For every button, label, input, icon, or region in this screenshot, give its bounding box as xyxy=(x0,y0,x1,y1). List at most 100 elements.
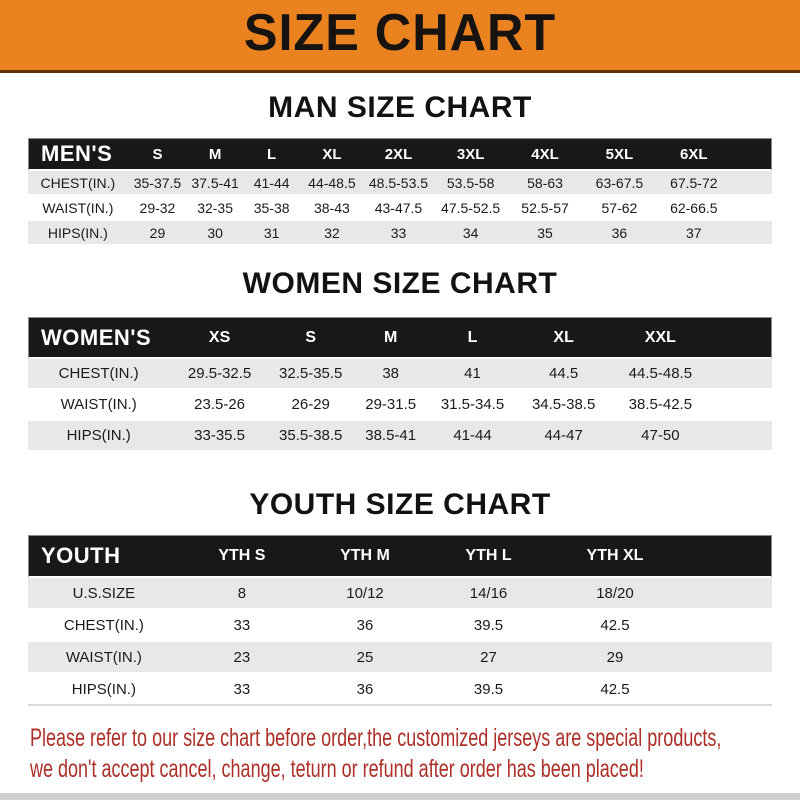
men-size-section: MAN SIZE CHART MEN'S S M L XL 2XL 3XL 4XL 5XL 6XL… xyxy=(0,91,800,246)
table-title-cell: YOUTH xyxy=(28,535,180,578)
filler-cell xyxy=(678,535,772,578)
women-size-table: WOMEN'S XS S M L XL XXL CHEST(IN.) 29.5-32.5 32.5… xyxy=(28,317,772,452)
size-chart-banner: SIZE CHART xyxy=(0,0,800,73)
size-value-cell: 33 xyxy=(363,221,434,246)
men-chart-heading: MAN SIZE CHART xyxy=(268,91,532,124)
table-header-row: MEN'S S M L XL 2XL 3XL 4XL 5XL 6XL xyxy=(28,138,772,171)
row-label: CHEST(IN.) xyxy=(28,171,128,196)
row-label: WAIST(IN.) xyxy=(28,642,180,674)
size-value-cell: 37.5-41 xyxy=(187,171,243,196)
size-value-cell: 32.5-35.5 xyxy=(269,359,352,390)
row-label: U.S.SIZE xyxy=(28,578,180,610)
filler-cell xyxy=(678,610,772,642)
row-label: CHEST(IN.) xyxy=(28,359,170,390)
size-value-cell: 33 xyxy=(179,674,304,706)
size-value-cell: 31 xyxy=(243,221,301,246)
size-value-cell: 37 xyxy=(656,221,731,246)
size-value-cell: 29.5-32.5 xyxy=(169,359,270,390)
filler-cell xyxy=(708,390,772,421)
size-value-cell: 39.5 xyxy=(426,610,551,642)
column-header: XL xyxy=(515,317,612,359)
size-value-cell: 23 xyxy=(179,642,304,674)
row-label: WAIST(IN.) xyxy=(28,196,128,221)
table-title-cell: MEN'S xyxy=(28,138,128,171)
size-value-cell: 25 xyxy=(304,642,427,674)
size-value-cell: 14/16 xyxy=(426,578,551,610)
size-value-cell: 36 xyxy=(304,674,427,706)
column-header: YTH XL xyxy=(551,535,679,578)
size-value-cell: 42.5 xyxy=(551,610,679,642)
column-header: YTH S xyxy=(179,535,304,578)
banner-title: SIZE CHART xyxy=(243,4,557,62)
row-label: HIPS(IN.) xyxy=(28,221,128,246)
table-row: HIPS(IN.) 33 36 39.5 42.5 xyxy=(28,674,772,706)
column-header: XXL xyxy=(612,317,709,359)
size-value-cell: 23.5-26 xyxy=(169,390,270,421)
women-chart-heading: WOMEN SIZE CHART xyxy=(242,267,558,300)
size-value-cell: 30 xyxy=(187,221,243,246)
men-size-table: MEN'S S M L XL 2XL 3XL 4XL 5XL 6XL CHEST(IN.) 35-37… xyxy=(28,138,772,246)
column-header: M xyxy=(187,138,243,171)
size-value-cell: 33-35.5 xyxy=(169,421,270,452)
size-value-cell: 43-47.5 xyxy=(363,196,434,221)
youth-chart-heading: YOUTH SIZE CHART xyxy=(249,488,551,521)
row-label: CHEST(IN.) xyxy=(28,610,180,642)
filler-cell xyxy=(708,317,772,359)
bottom-divider xyxy=(0,793,800,800)
size-value-cell: 10/12 xyxy=(304,578,427,610)
filler-cell xyxy=(731,196,772,221)
filler-cell xyxy=(678,642,772,674)
column-header: S xyxy=(127,138,188,171)
size-value-cell: 29 xyxy=(551,642,679,674)
size-value-cell: 35-37.5 xyxy=(127,171,188,196)
column-header: 6XL xyxy=(656,138,731,171)
size-value-cell: 44-48.5 xyxy=(300,171,364,196)
size-value-cell: 41-44 xyxy=(429,421,516,452)
size-value-cell: 44-47 xyxy=(515,421,612,452)
table-header-row: WOMEN'S XS S M L XL XXL xyxy=(28,317,772,359)
size-value-cell: 34.5-38.5 xyxy=(515,390,612,421)
size-value-cell: 53.5-58 xyxy=(433,171,508,196)
column-header: YTH M xyxy=(304,535,427,578)
size-value-cell: 63-67.5 xyxy=(582,171,657,196)
size-value-cell: 35-38 xyxy=(243,196,301,221)
size-value-cell: 18/20 xyxy=(551,578,679,610)
row-label: WAIST(IN.) xyxy=(28,390,170,421)
youth-size-table: YOUTH YTH S YTH M YTH L YTH XL U.S.SIZE 8 10/12… xyxy=(28,535,772,706)
women-size-section: WOMEN SIZE CHART WOMEN'S XS S M L XL XXL CHEST(… xyxy=(0,267,800,452)
order-policy-note: Please refer to our size chart before or… xyxy=(0,723,800,785)
size-value-cell: 33 xyxy=(179,610,304,642)
filler-cell xyxy=(708,421,772,452)
filler-cell xyxy=(731,221,772,246)
filler-cell xyxy=(731,138,772,171)
size-value-cell: 67.5-72 xyxy=(656,171,731,196)
column-header: L xyxy=(429,317,516,359)
size-value-cell: 47-50 xyxy=(612,421,709,452)
size-value-cell: 52.5-57 xyxy=(507,196,583,221)
size-value-cell: 38 xyxy=(351,359,430,390)
size-value-cell: 34 xyxy=(433,221,508,246)
table-row: WAIST(IN.) 23 25 27 29 xyxy=(28,642,772,674)
column-header: 4XL xyxy=(507,138,583,171)
filler-cell xyxy=(708,359,772,390)
size-value-cell: 41-44 xyxy=(243,171,301,196)
column-header: XL xyxy=(300,138,364,171)
size-value-cell: 26-29 xyxy=(269,390,352,421)
order-policy-line-1: Please refer to our size chart before or… xyxy=(30,724,722,752)
filler-cell xyxy=(678,674,772,706)
table-row: HIPS(IN.) 33-35.5 35.5-38.5 38.5-41 41-44 44-… xyxy=(28,421,772,452)
column-header: 5XL xyxy=(582,138,657,171)
table-row: HIPS(IN.) 29 30 31 32 33 34 35 36 37 xyxy=(28,221,772,246)
column-header: S xyxy=(269,317,352,359)
size-value-cell: 38.5-42.5 xyxy=(612,390,709,421)
size-value-cell: 38-43 xyxy=(300,196,364,221)
size-value-cell: 44.5 xyxy=(515,359,612,390)
table-row: CHEST(IN.) 29.5-32.5 32.5-35.5 38 41 44.5 44.5… xyxy=(28,359,772,390)
column-header: YTH L xyxy=(426,535,551,578)
order-policy-line-2: we don't accept cancel, change, teturn o… xyxy=(30,755,644,783)
size-value-cell: 36 xyxy=(582,221,657,246)
table-row: CHEST(IN.) 35-37.5 37.5-41 41-44 44-48.5 48.5… xyxy=(28,171,772,196)
size-value-cell: 58-63 xyxy=(507,171,583,196)
row-label: HIPS(IN.) xyxy=(28,421,170,452)
table-header-row: YOUTH YTH S YTH M YTH L YTH XL xyxy=(28,535,772,578)
